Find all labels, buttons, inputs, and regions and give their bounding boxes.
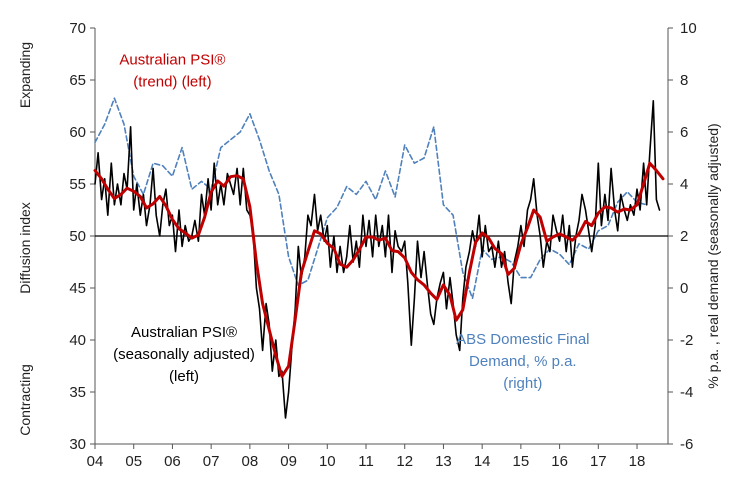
left-tick-label: 30 xyxy=(69,436,86,453)
x-tick-label: 06 xyxy=(164,453,181,470)
x-tick-label: 13 xyxy=(435,453,452,470)
x-tick-label: 12 xyxy=(396,453,413,470)
left-axis-title: Diffusion index xyxy=(17,202,33,294)
right-tick-label: 10 xyxy=(680,20,697,37)
x-tick-label: 07 xyxy=(203,453,220,470)
psi-sa-line xyxy=(94,100,661,419)
right-tick-label: -4 xyxy=(680,384,693,401)
left-tick-label: 60 xyxy=(69,124,86,141)
series-group xyxy=(93,97,665,419)
annotation-line: (seasonally adjusted) xyxy=(113,346,255,363)
right-tick-label: 4 xyxy=(680,176,688,193)
left-axis-bottom-label: Contracting xyxy=(17,364,33,436)
annotation-line: (left) xyxy=(169,368,199,385)
annotation-line: Australian PSI® xyxy=(119,51,225,68)
right-tick-label: -6 xyxy=(680,436,693,453)
x-tick-label: 05 xyxy=(125,453,142,470)
x-tick-label: 08 xyxy=(242,453,259,470)
annotation-line: Demand, % p.a. xyxy=(469,353,577,370)
left-tick-label: 40 xyxy=(69,332,86,349)
abs-demand-line xyxy=(94,97,648,300)
x-tick-label: 11 xyxy=(358,453,374,470)
x-tick-label: 10 xyxy=(319,453,336,470)
right-axis-title: % p.a. , real demand (seasonally adjuste… xyxy=(705,123,721,388)
x-tick-label: 15 xyxy=(513,453,530,470)
left-tick-label: 45 xyxy=(69,280,86,297)
right-tick-label: 8 xyxy=(680,72,688,89)
left-tick-label: 55 xyxy=(69,176,86,193)
right-tick-label: 0 xyxy=(680,280,688,297)
right-tick-label: 6 xyxy=(680,124,688,141)
annotation-group: Australian PSI®(trend) (left)Australian … xyxy=(113,51,589,392)
left-axis-top-label: Expanding xyxy=(17,42,33,108)
annotation-line: Australian PSI® xyxy=(131,324,237,341)
left-tick-label: 65 xyxy=(69,72,86,89)
annotation-line: (trend) (left) xyxy=(133,73,211,90)
x-tick-label: 14 xyxy=(474,453,491,470)
psi-trend-line xyxy=(93,161,665,378)
x-tick-label: 17 xyxy=(590,453,607,470)
left-tick-label: 35 xyxy=(69,384,86,401)
annotation-psi-sa: Australian PSI® (seasonally adjusted) (lef… xyxy=(113,324,255,385)
right-tick-label: 2 xyxy=(680,228,688,245)
x-tick-label: 09 xyxy=(280,453,297,470)
left-tick-label: 70 xyxy=(69,20,86,37)
x-tick-label: 16 xyxy=(551,453,568,470)
axes: 30 35 40 45 50 55 60 65 70 -6 -4 -2 0 2 4 6 8 10 04 05 06 07 0… xyxy=(17,20,721,470)
annotation-line: (right) xyxy=(503,375,542,392)
left-tick-label: 50 xyxy=(69,228,86,245)
x-tick-label: 04 xyxy=(87,453,104,470)
annotation-abs-demand: ABS Domestic Final Demand, % p.a. (right) xyxy=(456,331,589,392)
annotation-psi-trend: Australian PSI® (trend) (left) xyxy=(119,51,225,90)
x-tick-label: 18 xyxy=(629,453,646,470)
right-tick-label: -2 xyxy=(680,332,693,349)
annotation-line: ABS Domestic Final xyxy=(456,331,589,348)
